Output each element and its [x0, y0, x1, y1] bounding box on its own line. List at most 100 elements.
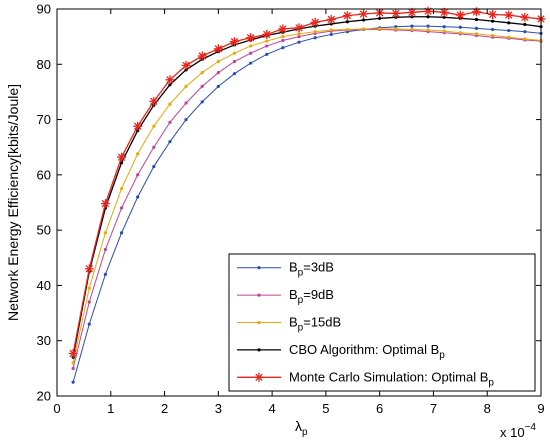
data-point	[297, 35, 301, 39]
data-point	[394, 27, 398, 31]
data-point	[345, 20, 349, 24]
data-point	[197, 51, 207, 61]
data-point	[410, 27, 414, 32]
data-point	[326, 15, 336, 25]
series-4	[68, 6, 546, 358]
data-point	[216, 59, 220, 64]
legend-entry-1: Bp=9dB	[237, 287, 334, 306]
legend-entry-2: Bp=15dB	[237, 315, 341, 334]
axes-frame	[56, 8, 542, 397]
axes: 0 1 2 3 4 5 6 7 8 9 20 30 40 50 60 70 80 90 x 10−4 λp Networ…	[5, 2, 545, 441]
data-point	[507, 28, 511, 33]
x-tick-label: 4	[268, 401, 275, 416]
legend-label: CBO Algorithm: Optimal Bp	[289, 342, 445, 361]
data-point	[455, 10, 465, 20]
data-point	[136, 173, 140, 177]
data-point	[361, 18, 366, 22]
data-point	[213, 44, 223, 54]
data-point	[359, 9, 369, 19]
data-point	[523, 37, 527, 41]
data-point	[523, 22, 527, 27]
data-point	[152, 145, 156, 149]
y-tick-label: 90	[37, 2, 51, 17]
x-tick-label: 1	[107, 401, 114, 416]
legend-entry-0: Bp=3dB	[237, 260, 334, 279]
data-point	[426, 15, 430, 19]
data-point	[103, 231, 107, 235]
data-point	[474, 26, 479, 30]
data-point	[136, 152, 140, 156]
legend-marker	[257, 293, 261, 297]
legend: Bp=3dB Bp=9dB Bp=15dB CBO Algorithm: Optima…	[228, 253, 536, 392]
data-point	[265, 44, 269, 48]
series-line	[72, 28, 542, 363]
data-point	[378, 16, 382, 20]
data-point	[232, 72, 237, 76]
data-point	[149, 96, 159, 106]
data-point	[391, 8, 401, 18]
legend-marker	[257, 266, 261, 270]
data-point	[184, 117, 188, 122]
data-point	[136, 195, 140, 199]
legend-entry-4: Monte Carlo Simulation: Optimal Bp	[237, 369, 494, 388]
data-point	[249, 44, 253, 48]
legend-marker	[254, 372, 264, 382]
data-point	[281, 38, 285, 43]
x-tick-label: 8	[484, 401, 491, 416]
data-point	[232, 51, 237, 55]
data-point	[491, 33, 495, 38]
data-point	[442, 15, 446, 19]
data-point	[474, 17, 479, 22]
series-line	[72, 25, 542, 383]
x-tick-label: 5	[322, 401, 329, 416]
data-point	[71, 366, 75, 370]
data-point	[200, 70, 204, 75]
y-tick-label: 80	[37, 57, 51, 72]
legend-marker	[257, 348, 261, 352]
data-point	[265, 39, 269, 43]
data-point	[249, 61, 253, 65]
data-point	[474, 32, 479, 36]
x-tick-label: 9	[537, 401, 544, 416]
data-point	[491, 19, 495, 23]
data-point	[488, 10, 498, 20]
data-point	[119, 187, 124, 191]
data-point	[87, 300, 91, 304]
data-point	[520, 12, 530, 22]
x-tick-label: 0	[53, 401, 60, 416]
data-point	[103, 247, 107, 252]
y-tick-label: 50	[37, 223, 51, 238]
legend-label: Monte Carlo Simulation: Optimal Bp	[289, 369, 494, 388]
data-point	[294, 23, 304, 33]
data-point	[426, 24, 430, 28]
data-point	[249, 51, 253, 55]
data-point	[71, 380, 75, 384]
data-point	[329, 32, 333, 37]
data-point	[103, 272, 107, 276]
data-point	[410, 24, 414, 28]
data-point	[329, 28, 333, 32]
data-point	[504, 10, 514, 20]
data-point	[117, 152, 127, 162]
y-tick-label: 40	[37, 278, 51, 293]
data-point	[181, 60, 191, 70]
data-point	[168, 140, 172, 144]
data-point	[278, 24, 288, 34]
data-point	[165, 75, 175, 85]
data-point	[133, 121, 143, 131]
data-point	[229, 37, 239, 47]
data-point	[68, 348, 78, 358]
data-point	[297, 32, 301, 36]
data-point	[200, 100, 204, 104]
data-point	[458, 31, 462, 35]
x-multiplier: x 10−4	[500, 422, 536, 440]
data-point	[342, 11, 352, 21]
data-point	[168, 83, 172, 87]
data-point	[523, 30, 527, 34]
series-2	[71, 27, 543, 365]
data-point	[87, 322, 91, 326]
series-line	[72, 28, 542, 369]
y-tick-label: 30	[37, 333, 51, 348]
